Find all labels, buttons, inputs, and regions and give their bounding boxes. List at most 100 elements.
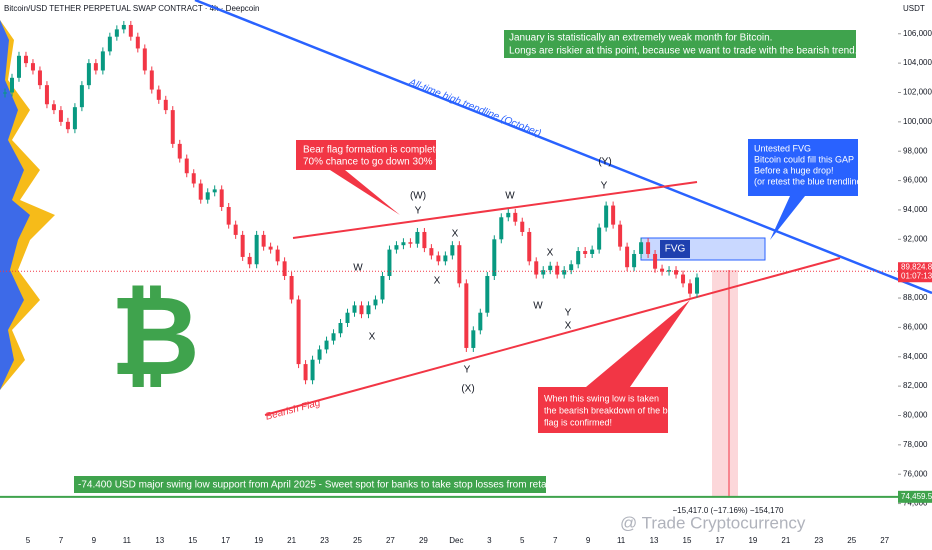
candle [303,364,308,381]
y-tick-label: 86,000 [903,323,928,332]
candle [576,251,581,265]
candle [205,192,210,200]
candle [23,55,28,64]
candle [415,231,420,244]
x-tick-label: 17 [715,536,724,545]
watermark: @ Trade Cryptocurrency [620,513,806,532]
x-tick-label: 17 [221,536,230,545]
candle [324,340,329,350]
currency: USDT [903,4,925,13]
flag-label: Bearish Flag [264,397,321,422]
y-tick-label: 88,000 [903,293,928,302]
candle [51,104,56,111]
x-tick-label: 15 [683,536,692,545]
candle [541,270,546,275]
y-tick-label: 92,000 [903,234,928,243]
candle [695,277,700,294]
candle [520,221,525,232]
swing-note: the bearish breakdown of the bear [544,405,681,415]
y-tick-label: 94,000 [903,205,928,214]
note-top-bg [504,30,856,58]
support-note-bg [74,476,546,493]
wave-label: W [505,191,515,202]
measure-label: −15,417.0 (−17.16%) −154,170 [673,506,785,515]
candle [107,36,112,52]
last-price-tag-bg [898,262,932,283]
wave-label: (W) [410,191,426,202]
candle [310,359,315,381]
candle [394,245,399,250]
candle [450,245,455,256]
y-tick-label: 84,000 [903,352,928,361]
candle [345,312,350,323]
candle [317,349,322,360]
candle [37,70,42,86]
bear-flag-note-bg [296,140,436,215]
candle [660,268,665,272]
wave-label: Y [464,365,471,376]
candle [639,242,644,254]
x-tick-label: 19 [748,536,757,545]
candle [289,276,294,300]
support-note: -74.400 USD major swing low support from… [78,480,554,491]
x-tick-label: 11 [123,536,132,545]
wave-label: (Y) [598,157,611,168]
candle [338,322,343,334]
candle [380,276,385,300]
x-tick-label: 23 [320,536,329,545]
candle [247,256,252,265]
candle [513,212,518,222]
y-tick-label: 80,000 [903,411,928,420]
candle [569,264,574,271]
candle [408,242,413,244]
candle [688,283,693,294]
wave-label: Y [601,181,608,192]
x-tick-label: 21 [287,536,296,545]
candle [240,234,245,257]
candle [436,255,441,262]
candle [184,158,189,174]
fvg-label: FVG [665,244,686,255]
support-tag-bg [898,490,932,503]
ath-trendline [194,0,932,295]
candle [121,24,126,30]
candle [170,110,175,144]
candle [625,246,630,268]
wave-label: Y [415,206,422,217]
y-tick-label: 76,000 [903,469,928,478]
flag-upper-line [292,181,698,239]
candle [681,274,686,284]
candle [562,270,567,275]
candle [282,261,287,277]
candle [114,29,119,37]
candle [128,24,133,37]
candle [65,121,70,130]
fvg-note: (or retest the blue trendline) [754,176,865,186]
candle [646,242,651,254]
x-tick-label: 13 [650,536,659,545]
candle [422,231,427,249]
candle [604,205,609,228]
y-tick-label: 96,000 [903,176,928,185]
candle [366,305,371,315]
y-tick-label: 104,000 [903,58,932,67]
candle [93,63,98,71]
candle [86,63,91,86]
x-tick-label: 21 [781,536,790,545]
note-top: January is statistically an extremely we… [509,33,772,44]
candle [226,207,231,225]
candle [191,173,196,184]
candle [555,265,560,275]
wave-label: X [434,276,441,287]
candle [457,245,462,284]
candle [443,255,448,262]
candle [597,227,602,250]
x-tick-label: 5 [26,536,31,545]
candle [352,305,357,313]
wave-label: Y [565,308,572,319]
candle [548,265,553,271]
candle [618,224,623,247]
y-tick-label: 98,000 [903,146,928,155]
y-tick-label: 74,000 [903,499,928,508]
